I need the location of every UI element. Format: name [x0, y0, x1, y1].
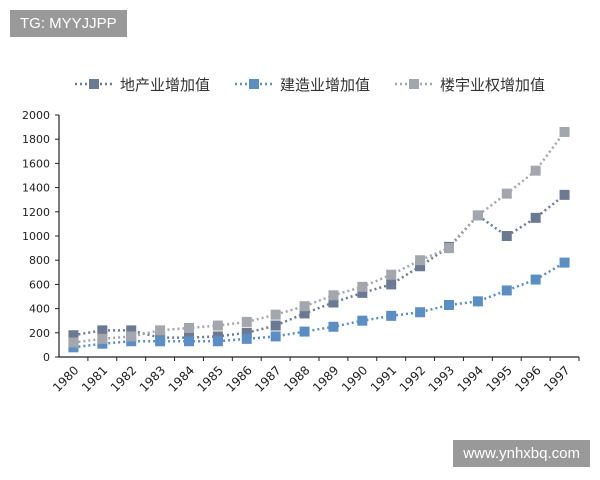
y-tick-label: 1200 [22, 206, 50, 219]
data-point [386, 269, 397, 280]
data-point [126, 325, 137, 336]
data-point [472, 296, 483, 307]
data-point [559, 126, 570, 137]
watermark-top: TG: MYYJJPP [10, 10, 127, 37]
data-point [328, 321, 339, 332]
data-point [559, 257, 570, 268]
y-tick-label: 1400 [22, 182, 50, 195]
x-tick-label: 1985 [195, 363, 226, 394]
x-tick-label: 1982 [108, 363, 139, 394]
y-tick-label: 800 [29, 254, 50, 267]
x-tick-label: 1983 [137, 363, 168, 394]
data-point [328, 297, 339, 308]
data-point [357, 315, 368, 326]
x-tick-label: 1990 [339, 363, 370, 394]
x-tick-label: 1992 [397, 363, 428, 394]
data-point [415, 255, 426, 266]
data-point [501, 188, 512, 199]
data-point [386, 279, 397, 290]
data-point [97, 333, 108, 344]
x-tick-label: 1995 [483, 363, 514, 394]
legend-label: 建造业增加值 [280, 76, 370, 94]
x-tick-label: 1984 [166, 363, 197, 394]
y-tick-label: 600 [29, 278, 50, 291]
data-point [559, 189, 570, 200]
x-tick-label: 1986 [223, 363, 254, 394]
data-point [415, 307, 426, 318]
data-point [241, 327, 252, 338]
series-line-2 [73, 261, 566, 349]
x-tick-label: 1996 [512, 363, 543, 394]
data-point [184, 322, 194, 333]
series-line-3 [73, 131, 566, 344]
y-tick-label: 2000 [22, 109, 50, 122]
data-point [270, 331, 281, 342]
x-tick-label: 1988 [281, 363, 312, 394]
data-point [241, 316, 252, 327]
legend-marker [89, 79, 99, 89]
x-tick-label: 1997 [541, 363, 572, 394]
data-point [530, 274, 541, 285]
data-point [501, 231, 512, 241]
data-point [241, 333, 252, 344]
data-point [501, 285, 512, 296]
data-point [68, 337, 79, 348]
data-point [415, 261, 426, 272]
data-point [97, 325, 108, 336]
data-point [357, 287, 368, 298]
legend-label: 楼宇业权增加值 [440, 76, 545, 94]
data-point [530, 212, 541, 223]
data-point [212, 320, 223, 331]
x-tick-label: 1993 [426, 363, 457, 394]
series-line-1 [73, 193, 566, 339]
data-point [155, 336, 166, 347]
data-point [357, 281, 368, 292]
data-point [530, 165, 541, 176]
data-point [472, 210, 483, 221]
watermark-bottom: www.ynhxbq.com [453, 440, 590, 467]
x-tick-label: 1981 [79, 363, 110, 394]
x-tick-label: 1994 [455, 363, 486, 394]
y-tick-label: 1600 [22, 157, 50, 170]
data-point [126, 331, 137, 342]
data-point [184, 336, 194, 347]
data-point [155, 325, 166, 336]
x-tick-label: 1989 [310, 363, 341, 394]
y-tick-label: 400 [29, 303, 50, 316]
data-point [299, 301, 310, 312]
y-tick-label: 0 [43, 351, 50, 364]
y-tick-label: 200 [29, 327, 50, 340]
legend-label: 地产业增加值 [120, 76, 210, 94]
y-tick-label: 1800 [22, 133, 50, 146]
data-point [328, 290, 339, 301]
data-point [270, 309, 281, 320]
data-point [299, 326, 310, 337]
legend-marker [249, 79, 259, 89]
data-point [68, 330, 79, 341]
data-point [299, 308, 310, 319]
data-point [444, 299, 454, 310]
y-tick-label: 1000 [22, 230, 50, 243]
data-point [386, 310, 397, 321]
x-tick-label: 1980 [50, 363, 81, 394]
x-tick-label: 1991 [368, 363, 399, 394]
legend-marker [409, 79, 419, 89]
x-tick-label: 1987 [252, 363, 283, 394]
data-point [444, 243, 454, 254]
data-point [270, 320, 281, 331]
data-point [212, 336, 223, 347]
